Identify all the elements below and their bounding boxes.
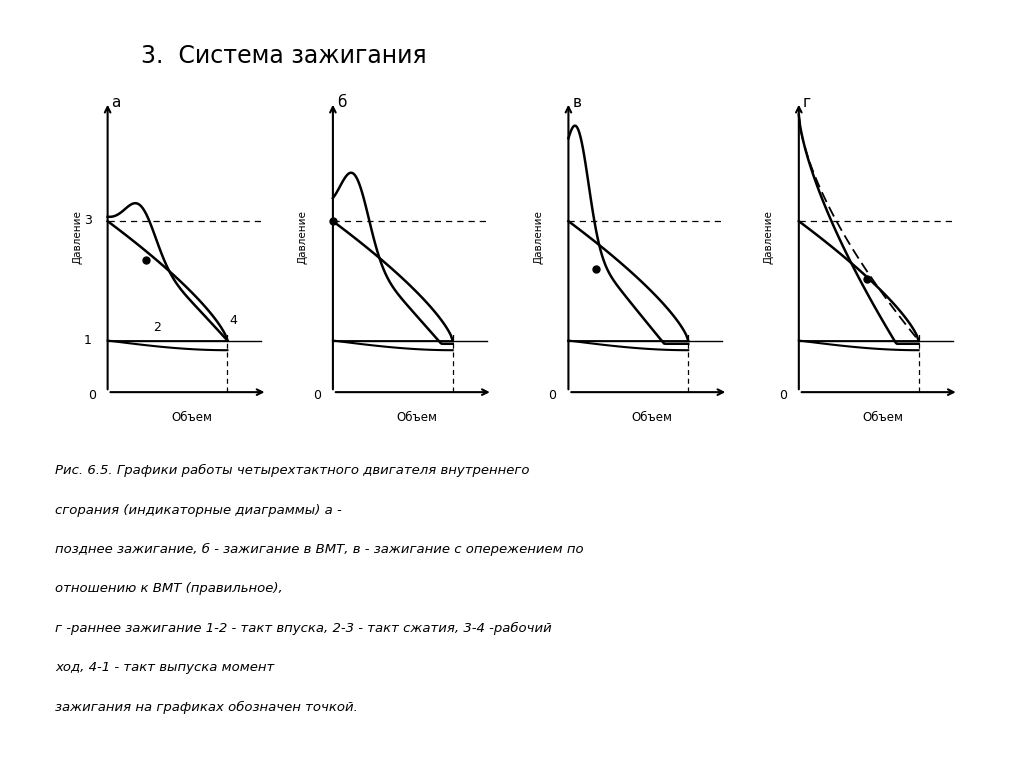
Text: отношению к ВМТ (правильное),: отношению к ВМТ (правильное), <box>55 582 284 595</box>
Text: позднее зажигание, б - зажигание в ВМТ, в - зажигание с опережением по: позднее зажигание, б - зажигание в ВМТ, … <box>55 543 584 556</box>
Text: 4: 4 <box>229 314 238 327</box>
Text: Рис. 6.5. Графики работы четырехтактного двигателя внутреннего: Рис. 6.5. Графики работы четырехтактного… <box>55 465 529 478</box>
Text: ход, 4-1 - такт выпуска момент: ход, 4-1 - такт выпуска момент <box>55 661 274 674</box>
Text: зажигания на графиках обозначен точкой.: зажигания на графиках обозначен точкой. <box>55 700 358 713</box>
Text: 0: 0 <box>779 389 786 402</box>
Text: 0: 0 <box>313 389 321 402</box>
Text: 2: 2 <box>154 321 162 334</box>
Text: Давление: Давление <box>534 210 544 264</box>
Text: Объем: Объем <box>632 412 673 425</box>
Text: Давление: Давление <box>73 210 83 264</box>
Text: г: г <box>803 95 811 111</box>
Text: 1: 1 <box>84 334 91 347</box>
Text: 3.  Система зажигания: 3. Система зажигания <box>141 44 427 68</box>
Text: 3: 3 <box>84 214 91 227</box>
Text: Объем: Объем <box>171 412 212 425</box>
Text: сгорания (индикаторные диаграммы) а -: сгорания (индикаторные диаграммы) а - <box>55 504 342 517</box>
Text: г -раннее зажигание 1-2 - такт впуска, 2-3 - такт сжатия, 3-4 -рабочий: г -раннее зажигание 1-2 - такт впуска, 2… <box>55 622 552 635</box>
Text: Объем: Объем <box>862 412 903 425</box>
Text: 0: 0 <box>88 389 95 402</box>
Text: 0: 0 <box>549 389 556 402</box>
Text: Давление: Давление <box>298 210 308 264</box>
Text: Объем: Объем <box>396 412 437 425</box>
Text: а: а <box>112 95 121 111</box>
Text: в: в <box>572 95 582 111</box>
Text: Давление: Давление <box>764 210 774 264</box>
Text: б: б <box>337 95 346 111</box>
